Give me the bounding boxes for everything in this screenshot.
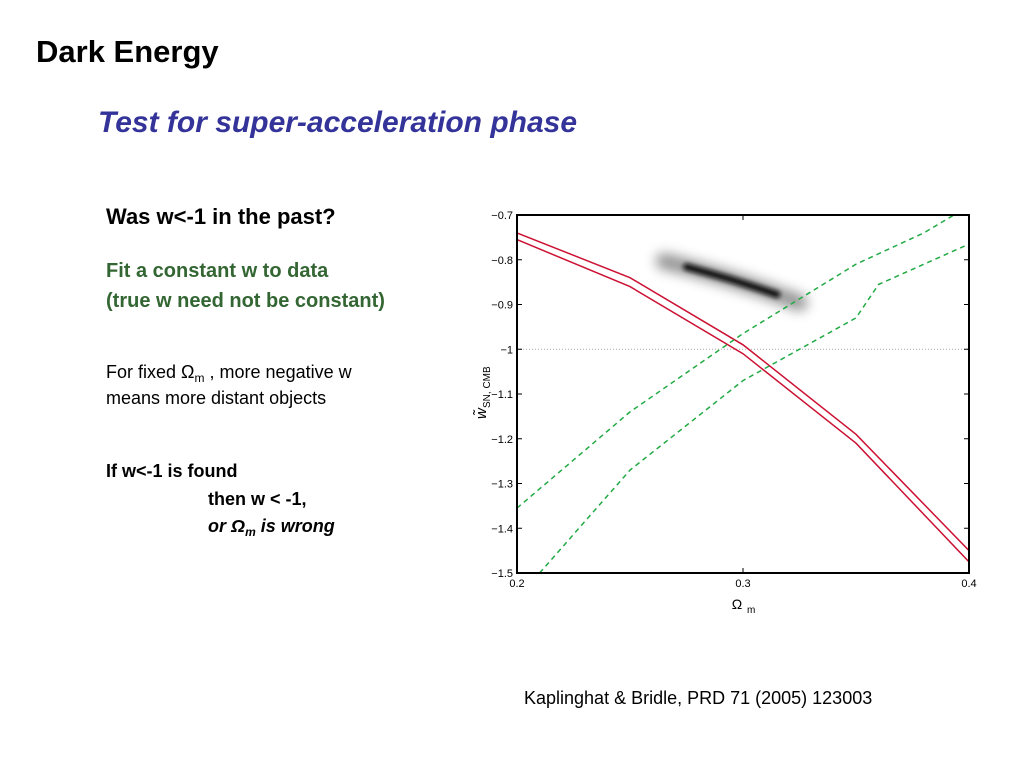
y-tick-label: −0.9 <box>491 300 513 312</box>
fixed-omega-line-1: For fixed Ωm , more negative w <box>106 362 352 385</box>
y-tick-label: −0.8 <box>491 255 513 267</box>
citation: Kaplinghat & Bridle, PRD 71 (2005) 12300… <box>524 688 873 708</box>
fit-line-1: Fit a constant w to data <box>106 260 329 282</box>
x-axis-label-sub: m <box>747 605 755 616</box>
if-or: or <box>208 516 226 536</box>
omega-symbol: Ω <box>181 362 195 382</box>
slide-subtitle: Test for super-acceleration phase <box>98 106 578 139</box>
if-line-1: If w<-1 is found <box>106 461 238 481</box>
if-suffix: is wrong <box>260 516 335 536</box>
x-tick-label: 0.3 <box>735 578 750 590</box>
series-group <box>517 215 969 573</box>
fixed-suffix: , more negative w <box>209 362 352 382</box>
if-omega-subscript: m <box>245 525 256 539</box>
series-line-2 <box>517 238 969 563</box>
y-tick-label: −1.3 <box>491 479 513 491</box>
y-tick-label: −1.5 <box>491 568 513 580</box>
question-heading: Was w<-1 in the past? <box>106 204 336 229</box>
y-axis-label-group: w̃SN, CMB <box>473 366 493 419</box>
if-line-2: then w < -1, <box>208 489 307 509</box>
fixed-omega-line-2: means more distant objects <box>106 388 327 408</box>
y-axis-label: w̃ <box>473 407 490 419</box>
omega-subscript: m <box>194 371 205 385</box>
y-tick-label: −1.1 <box>491 389 513 401</box>
fixed-prefix: For fixed <box>106 362 177 382</box>
y-tick-label: −0.7 <box>491 210 513 222</box>
x-tick-label: 0.4 <box>961 578 976 590</box>
fit-line-2: (true w need not be constant) <box>106 290 385 312</box>
series-line-1 <box>517 232 969 552</box>
plot-area <box>517 215 969 573</box>
x-axis-label: Ω <box>732 596 742 612</box>
likelihood-blob <box>655 253 808 311</box>
y-axis-label-sub: SN, CMB <box>482 366 493 408</box>
slide-title: Dark Energy <box>36 34 219 69</box>
y-tick-label: −1.4 <box>491 523 513 535</box>
x-tick-label: 0.2 <box>509 578 524 590</box>
if-line-3: or Ωm is wrong <box>208 516 335 539</box>
if-omega-symbol: Ω <box>231 516 246 536</box>
series-line-3 <box>517 215 956 509</box>
y-tick-label: −1 <box>500 344 513 356</box>
likelihood-chart: −0.7 −0.8 −0.9 −1 −1.1 −1.2 −1.3 −1.4 −1.50.2 0.3… <box>473 210 977 616</box>
series-line-4 <box>539 243 969 573</box>
likelihood-core <box>683 263 781 298</box>
y-tick-label: −1.2 <box>491 434 513 446</box>
